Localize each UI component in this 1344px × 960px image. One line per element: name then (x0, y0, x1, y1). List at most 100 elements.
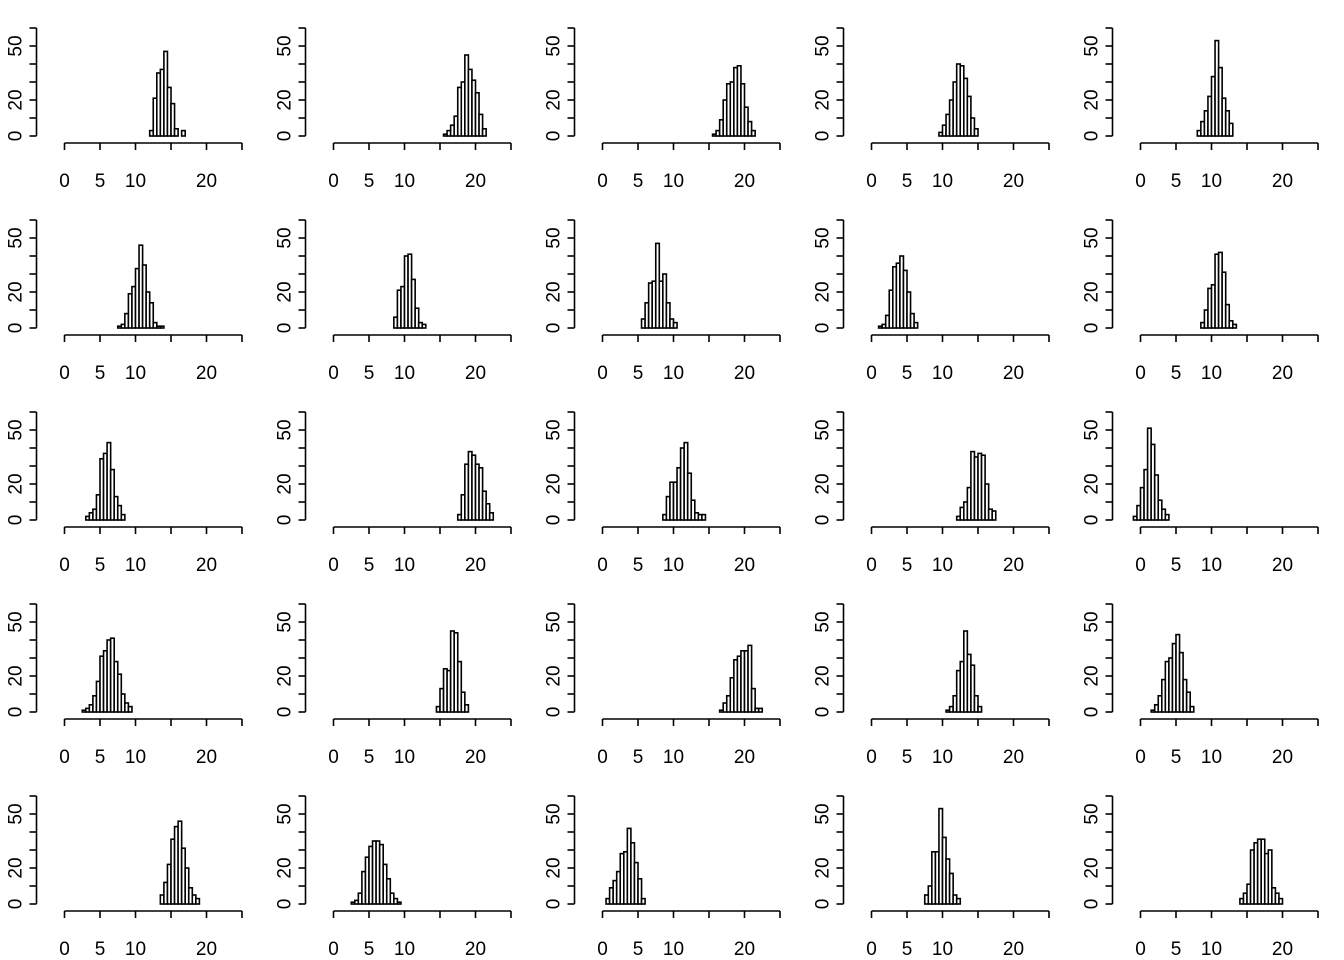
bars (435, 630, 470, 713)
x-tick-label: 20 (1272, 363, 1293, 384)
histogram-panel: 0 5 10 20 0 20 50 (1082, 27, 1319, 192)
x-tick-label: 0 (597, 939, 608, 960)
x-tick-label: 5 (364, 747, 375, 768)
y-tick-label: 20 (275, 281, 296, 302)
y-tick-label: 0 (275, 323, 296, 334)
histogram-panel: 0 5 10 20 0 20 50 (813, 603, 1050, 768)
y-tick-label: 20 (275, 473, 296, 494)
y-axis: 0 20 50 (6, 219, 38, 333)
x-axis: 0 5 10 20 (328, 526, 512, 576)
histogram-panel: 0 5 10 20 0 20 50 (1082, 603, 1319, 768)
y-tick-label: 50 (813, 611, 834, 632)
histogram-bar (1221, 271, 1227, 329)
histogram-bar (973, 694, 979, 713)
histogram-bar (170, 102, 176, 137)
histogram-bar (116, 673, 123, 713)
x-axis: 0 5 10 20 (328, 334, 512, 384)
histogram-bar (977, 705, 983, 713)
x-tick-label: 10 (394, 171, 415, 192)
y-tick-label: 0 (1082, 323, 1103, 334)
histogram-bar (184, 867, 190, 905)
y-axis: 0 20 50 (1082, 603, 1114, 717)
histogram-bar (690, 499, 696, 521)
x-tick-label: 0 (328, 555, 339, 576)
y-tick-label: 50 (544, 611, 565, 632)
y-tick-label: 50 (813, 419, 834, 440)
x-tick-label: 20 (465, 747, 486, 768)
histogram-bar (970, 117, 976, 137)
y-tick-label: 0 (6, 707, 27, 718)
x-tick-label: 0 (866, 171, 877, 192)
bars (148, 50, 186, 137)
bars (116, 244, 165, 329)
y-tick-label: 0 (275, 899, 296, 910)
x-tick-label: 0 (597, 363, 608, 384)
y-tick-label: 20 (275, 857, 296, 878)
y-axis: 0 20 50 (544, 27, 576, 141)
y-tick-label: 0 (544, 323, 565, 334)
histogram-panel: 0 5 10 20 0 20 50 (544, 411, 781, 576)
y-tick-label: 20 (544, 281, 565, 302)
x-tick-label: 20 (196, 747, 217, 768)
x-tick-label: 5 (1171, 171, 1182, 192)
bars (877, 255, 919, 329)
y-axis: 0 20 50 (813, 411, 845, 525)
y-axis: 0 20 50 (275, 795, 307, 910)
y-tick-label: 0 (275, 515, 296, 526)
y-tick-label: 50 (275, 611, 296, 632)
bars (955, 450, 997, 521)
histogram-bar (747, 120, 753, 137)
y-tick-label: 0 (813, 899, 834, 910)
x-tick-label: 10 (1201, 747, 1222, 768)
y-tick-label: 0 (544, 707, 565, 718)
histogram-bar (421, 323, 427, 329)
x-tick-label: 20 (1272, 555, 1293, 576)
x-tick-label: 10 (125, 363, 146, 384)
x-tick-label: 10 (394, 555, 415, 576)
histogram-bar (747, 644, 753, 713)
x-tick-label: 0 (59, 171, 70, 192)
y-axis: 0 20 50 (813, 219, 845, 333)
y-tick-label: 20 (1082, 281, 1103, 302)
x-tick-label: 20 (196, 555, 217, 576)
x-axis: 0 5 10 20 (1135, 718, 1319, 768)
y-axis: 0 20 50 (6, 411, 38, 525)
y-tick-label: 20 (813, 857, 834, 878)
x-tick-label: 20 (734, 363, 755, 384)
y-tick-label: 20 (1082, 665, 1103, 686)
bars (711, 65, 756, 137)
x-axis: 0 5 10 20 (866, 526, 1050, 576)
x-tick-label: 10 (1201, 939, 1222, 960)
histogram-panel: 0 5 10 20 0 20 50 (1082, 411, 1319, 576)
histogram-bar (1228, 122, 1234, 137)
y-tick-label: 0 (813, 131, 834, 142)
x-tick-label: 5 (95, 363, 106, 384)
x-tick-label: 10 (125, 939, 146, 960)
y-tick-label: 0 (1082, 131, 1103, 142)
x-tick-label: 0 (1135, 363, 1146, 384)
bars (640, 242, 678, 329)
histogram-bar (1189, 705, 1195, 713)
y-tick-label: 50 (1082, 35, 1103, 56)
y-tick-label: 0 (544, 515, 565, 526)
histogram-panel: 0 5 10 20 0 20 50 (813, 795, 1050, 960)
y-axis: 0 20 50 (6, 795, 38, 909)
x-tick-label: 0 (597, 555, 608, 576)
y-tick-label: 50 (544, 35, 565, 56)
x-axis: 0 5 10 20 (597, 334, 781, 384)
y-tick-label: 50 (275, 227, 296, 248)
x-tick-label: 5 (633, 363, 644, 384)
y-axis: 0 20 50 (544, 603, 576, 718)
y-axis: 0 20 50 (1082, 411, 1114, 525)
x-tick-label: 10 (394, 747, 415, 768)
x-tick-label: 10 (394, 939, 415, 960)
histogram-panel: 0 5 10 20 0 20 50 (544, 603, 781, 768)
bars (718, 644, 764, 713)
histogram-panel: 0 5 10 20 0 20 50 (275, 795, 512, 960)
y-tick-label: 20 (544, 89, 565, 110)
y-tick-label: 20 (544, 857, 565, 878)
histogram-bar (750, 129, 756, 137)
bars (1239, 838, 1284, 905)
histogram-panel: 0 5 10 20 0 20 50 (813, 27, 1050, 192)
